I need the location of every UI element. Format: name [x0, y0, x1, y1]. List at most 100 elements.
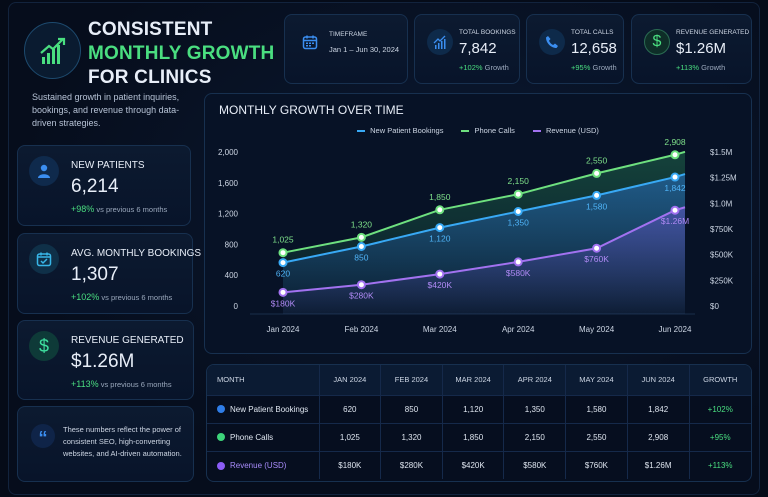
data-point[interactable] [278, 258, 288, 268]
table-cell: $180K [319, 450, 382, 479]
y2-tick-label: $1.5M [710, 148, 733, 157]
data-label: 1,580 [586, 201, 608, 211]
data-label: $580K [506, 268, 531, 278]
column-header: FEB 2024 [380, 365, 443, 395]
data-label: $180K [271, 298, 296, 308]
column-header: APR 2024 [503, 365, 567, 395]
table-cell: 1,320 [380, 422, 443, 451]
y2-tick-label: $1.25M [710, 174, 737, 183]
legend-item[interactable]: Phone Calls [461, 126, 515, 135]
kpi-suffix: vs previous 6 months [101, 293, 173, 302]
stat-card-timeframe: TIMEFRAME Jan 1 – Jun 30, 2024 [284, 14, 408, 84]
data-label: $280K [349, 291, 374, 301]
table-cell: 850 [380, 394, 443, 423]
dollar-icon: $ [644, 29, 670, 55]
data-label: $760K [584, 254, 609, 264]
data-label: 850 [354, 253, 368, 263]
calendar-icon [297, 29, 323, 55]
column-header: MAR 2024 [442, 365, 505, 395]
kpi-suffix: vs previous 6 months [100, 380, 172, 389]
stat-value: Jan 1 – Jun 30, 2024 [329, 45, 400, 54]
data-point[interactable] [435, 223, 445, 233]
data-point[interactable] [592, 190, 602, 200]
table-cell: 2,550 [565, 422, 628, 451]
growth-cell: +102% [689, 394, 751, 423]
data-point[interactable] [356, 280, 366, 290]
table-cell: 1,580 [565, 394, 628, 423]
table-row: New Patient Bookings 620 850 1,120 1,350 1,58… [207, 394, 751, 423]
stat-card-total-calls: TOTAL CALLS 12,658 +95% Growth [526, 14, 624, 84]
data-point[interactable] [513, 189, 523, 199]
data-point[interactable] [592, 243, 602, 253]
column-header: MONTH [207, 365, 320, 395]
kpi-card-avg-bookings: AVG. MONTHLY BOOKINGS 1,307 +102% vs pre… [17, 233, 201, 314]
user-icon [29, 156, 59, 186]
data-point[interactable] [513, 257, 523, 267]
chart-title: MONTHLY GROWTH OVER TIME [219, 103, 404, 117]
column-header: MAY 2024 [565, 365, 628, 395]
row-label: Phone Calls [207, 422, 320, 451]
data-label: 2,550 [586, 155, 608, 165]
legend-label: Phone Calls [474, 126, 515, 135]
y-tick-label: 0 [234, 302, 239, 311]
series-dot [217, 461, 225, 470]
kpi-growth: +113% [71, 379, 99, 389]
data-label: 1,025 [272, 235, 294, 245]
data-point[interactable] [513, 207, 523, 216]
title-line-highlight: MONTHLY GROWTH [88, 43, 275, 64]
x-tick-label: Feb 2024 [344, 325, 378, 334]
data-label: 2,150 [508, 176, 530, 186]
table-cell: $760K [565, 450, 628, 479]
y-tick-label: 800 [225, 240, 239, 249]
series-dot [217, 433, 225, 442]
stat-growth: +95% [571, 63, 591, 72]
dollar-icon: $ [29, 331, 59, 361]
table-row: Revenue (USD) $180K $280K $420K $580K $760K $1… [207, 450, 751, 479]
stat-card-total-bookings: TOTAL BOOKINGS 7,842 +102% Growth [414, 14, 520, 84]
table-cell: 1,025 [319, 422, 382, 451]
data-point[interactable] [670, 150, 680, 160]
legend-item[interactable]: New Patient Bookings [357, 126, 443, 135]
kpi-growth: +98% [71, 204, 95, 214]
growth-cell: +113% [689, 450, 751, 479]
table-cell: 1,842 [627, 394, 690, 423]
table-cell: 2,908 [627, 422, 690, 451]
x-tick-label: Apr 2024 [502, 325, 535, 334]
y2-tick-label: $750K [710, 225, 734, 234]
row-label: Revenue (USD) [207, 450, 320, 479]
data-label: 1,842 [664, 183, 686, 193]
row-name: Revenue (USD) [230, 460, 287, 470]
stat-growth-suffix: Growth [484, 63, 509, 72]
page-title: CONSISTENT MONTHLY GROWTH FOR CLINICS [88, 18, 274, 90]
y2-tick-label: $0 [710, 302, 719, 311]
stat-growth-suffix: Growth [592, 63, 617, 72]
data-label: 1,350 [508, 218, 530, 228]
stat-growth-suffix: Growth [701, 63, 726, 72]
table-cell: 2,150 [503, 422, 567, 451]
data-point[interactable] [278, 248, 288, 258]
legend-label: Revenue (USD) [545, 126, 599, 135]
stat-label: TOTAL BOOKINGS [459, 29, 516, 36]
x-tick-label: May 2024 [579, 325, 615, 334]
stat-value: 7,842 [459, 40, 497, 57]
y2-tick-label: $500K [710, 251, 734, 260]
data-point[interactable] [356, 242, 366, 251]
data-point[interactable] [278, 287, 288, 297]
data-label: 1,120 [429, 234, 451, 244]
data-point[interactable] [435, 269, 445, 279]
chart-legend: New Patient Bookings Phone Calls Revenue… [205, 126, 751, 135]
table-cell: $1.26M [627, 450, 690, 479]
data-label: 1,320 [351, 219, 373, 229]
y-tick-label: 1,600 [218, 179, 239, 188]
data-point[interactable] [670, 205, 680, 215]
data-point[interactable] [592, 168, 602, 178]
column-header: JAN 2024 [319, 365, 382, 395]
kpi-card-new-patients: NEW PATIENTS 6,214 +98% vs previous 6 mo… [17, 145, 191, 226]
y-tick-label: 1,200 [218, 210, 239, 219]
data-point[interactable] [356, 232, 366, 242]
kpi-card-revenue: $ REVENUE GENERATED $1.26M +113% vs prev… [17, 320, 194, 400]
legend-item[interactable]: Revenue (USD) [532, 126, 599, 135]
data-point[interactable] [670, 172, 680, 182]
stat-label: REVENUE GENERATED [676, 29, 750, 36]
data-point[interactable] [435, 205, 445, 215]
